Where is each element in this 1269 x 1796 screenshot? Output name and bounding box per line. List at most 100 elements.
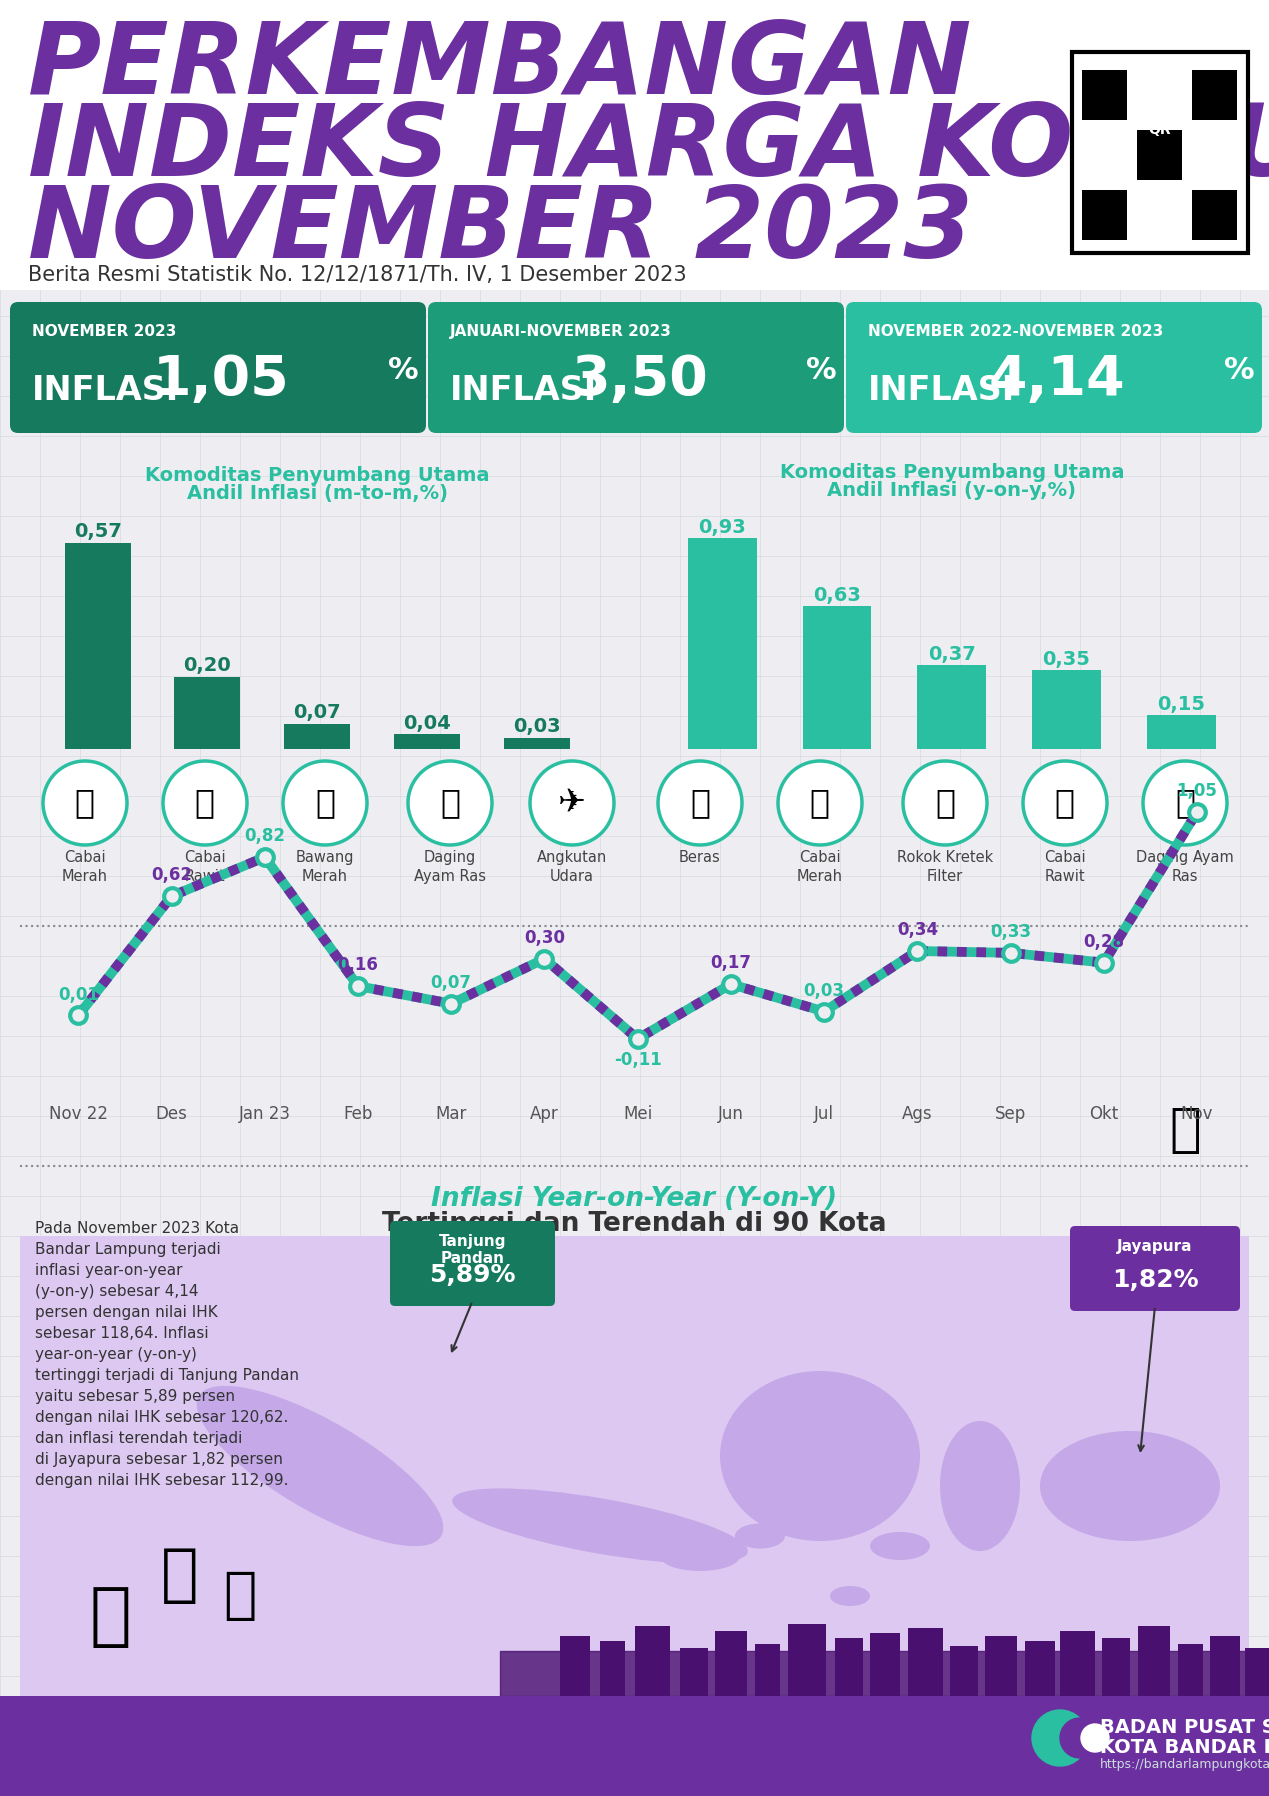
- FancyBboxPatch shape: [755, 1643, 780, 1695]
- Ellipse shape: [660, 1541, 740, 1572]
- FancyBboxPatch shape: [1137, 129, 1181, 180]
- Text: Pada November 2023 Kota
Bandar Lampung terjadi
inflasi year-on-year
(y-on-y) seb: Pada November 2023 Kota Bandar Lampung t…: [36, 1221, 299, 1489]
- FancyBboxPatch shape: [985, 1636, 1016, 1695]
- Text: https://bandarlampungkota.bps.go.id: https://bandarlampungkota.bps.go.id: [1100, 1758, 1269, 1771]
- Text: 0,20: 0,20: [184, 656, 231, 675]
- Circle shape: [409, 762, 492, 844]
- Text: INFLASI: INFLASI: [868, 374, 1015, 408]
- Text: INDEKS HARGA KONSUMEN: INDEKS HARGA KONSUMEN: [28, 101, 1269, 198]
- Text: NOVEMBER 2023: NOVEMBER 2023: [28, 181, 973, 278]
- Ellipse shape: [940, 1421, 1020, 1552]
- Circle shape: [162, 762, 247, 844]
- FancyBboxPatch shape: [871, 1633, 900, 1695]
- Text: 0,30: 0,30: [524, 929, 565, 946]
- FancyBboxPatch shape: [10, 302, 426, 433]
- Text: Cabai
Rawit: Cabai Rawit: [184, 850, 226, 884]
- Text: 1,82%: 1,82%: [1112, 1268, 1198, 1291]
- Text: 📈: 📈: [223, 1570, 256, 1624]
- Text: 🐓: 🐓: [1175, 787, 1195, 819]
- Circle shape: [1023, 762, 1107, 844]
- Text: 0,07: 0,07: [430, 973, 472, 991]
- Text: 0,82: 0,82: [244, 828, 286, 846]
- Text: Berita Resmi Statistik No. 12/12/1871/Th. IV, 1 Desember 2023: Berita Resmi Statistik No. 12/12/1871/Th…: [28, 266, 687, 286]
- Text: 0,16: 0,16: [338, 957, 378, 975]
- Text: Tertinggi dan Terendah di 90 Kota: Tertinggi dan Terendah di 90 Kota: [382, 1211, 886, 1237]
- FancyBboxPatch shape: [1211, 1636, 1240, 1695]
- FancyBboxPatch shape: [0, 1695, 1269, 1796]
- Circle shape: [1060, 1719, 1100, 1758]
- Text: 3,50: 3,50: [571, 354, 708, 408]
- Bar: [1032, 670, 1101, 749]
- Text: %: %: [1225, 356, 1255, 384]
- Text: Angkutan
Udara: Angkutan Udara: [537, 850, 607, 884]
- Ellipse shape: [830, 1586, 871, 1606]
- Text: QR: QR: [1148, 122, 1171, 136]
- Text: NOVEMBER 2022-NOVEMBER 2023: NOVEMBER 2022-NOVEMBER 2023: [868, 323, 1164, 339]
- Text: 0,35: 0,35: [1043, 650, 1090, 668]
- Text: 🪙: 🪙: [89, 1582, 131, 1649]
- Text: Tanjung
Pandan: Tanjung Pandan: [439, 1234, 506, 1266]
- Circle shape: [1081, 1724, 1109, 1753]
- FancyBboxPatch shape: [1192, 190, 1237, 241]
- FancyBboxPatch shape: [714, 1631, 747, 1695]
- Text: KOTA BANDAR LAMPUNG: KOTA BANDAR LAMPUNG: [1100, 1739, 1269, 1756]
- FancyBboxPatch shape: [1178, 1643, 1203, 1695]
- FancyBboxPatch shape: [950, 1645, 978, 1695]
- FancyBboxPatch shape: [428, 302, 844, 433]
- Circle shape: [1143, 762, 1227, 844]
- Text: -0,11: -0,11: [614, 1051, 661, 1069]
- Text: 🧅: 🧅: [315, 787, 335, 819]
- Text: Beras: Beras: [679, 850, 721, 866]
- FancyBboxPatch shape: [1072, 52, 1247, 253]
- FancyBboxPatch shape: [846, 302, 1261, 433]
- Text: Cabai
Merah: Cabai Merah: [62, 850, 108, 884]
- Text: 0,93: 0,93: [698, 519, 746, 537]
- FancyBboxPatch shape: [1025, 1642, 1055, 1695]
- Text: 1,05: 1,05: [154, 354, 289, 408]
- FancyBboxPatch shape: [1101, 1638, 1129, 1695]
- FancyBboxPatch shape: [634, 1625, 670, 1695]
- Ellipse shape: [735, 1523, 786, 1548]
- Text: ✈️: ✈️: [558, 787, 586, 819]
- Circle shape: [778, 762, 862, 844]
- Bar: [284, 724, 350, 749]
- FancyBboxPatch shape: [20, 1236, 1249, 1746]
- FancyBboxPatch shape: [0, 0, 1269, 289]
- Text: Cabai
Rawit: Cabai Rawit: [1044, 850, 1086, 884]
- Bar: [917, 665, 986, 749]
- FancyBboxPatch shape: [390, 1221, 555, 1306]
- Ellipse shape: [871, 1532, 930, 1561]
- Text: JANUARI-NOVEMBER 2023: JANUARI-NOVEMBER 2023: [450, 323, 671, 339]
- Text: Andil Inflasi (y-on-y,%): Andil Inflasi (y-on-y,%): [827, 481, 1076, 499]
- Text: Andil Inflasi (m-to-m,%): Andil Inflasi (m-to-m,%): [187, 483, 448, 503]
- Text: 0,57: 0,57: [74, 523, 122, 541]
- Ellipse shape: [720, 1370, 920, 1541]
- Bar: [395, 735, 461, 749]
- Text: %: %: [806, 356, 836, 384]
- FancyBboxPatch shape: [680, 1649, 708, 1695]
- FancyBboxPatch shape: [1245, 1649, 1269, 1695]
- FancyBboxPatch shape: [909, 1627, 943, 1695]
- FancyBboxPatch shape: [835, 1638, 863, 1695]
- Circle shape: [283, 762, 367, 844]
- Text: Daging Ayam
Ras: Daging Ayam Ras: [1136, 850, 1233, 884]
- FancyBboxPatch shape: [1138, 1625, 1170, 1695]
- Text: 1,05: 1,05: [1176, 783, 1217, 801]
- FancyBboxPatch shape: [1060, 1631, 1095, 1695]
- Text: 0,37: 0,37: [928, 645, 976, 665]
- Bar: [688, 539, 756, 749]
- Text: 0,15: 0,15: [1157, 695, 1206, 713]
- Bar: [504, 738, 570, 749]
- Text: INFLASI: INFLASI: [450, 374, 598, 408]
- Text: 0,33: 0,33: [990, 923, 1032, 941]
- Text: Inflasi Year-on-Year (Y-on-Y): Inflasi Year-on-Year (Y-on-Y): [431, 1185, 838, 1212]
- Text: 🌶️: 🌶️: [1055, 787, 1075, 819]
- Text: 0,17: 0,17: [711, 954, 751, 972]
- Text: INFLASI: INFLASI: [32, 374, 179, 408]
- Text: 🌶️: 🌶️: [810, 787, 830, 819]
- Circle shape: [904, 762, 987, 844]
- Text: 0,01: 0,01: [58, 986, 99, 1004]
- Ellipse shape: [197, 1387, 443, 1546]
- FancyBboxPatch shape: [788, 1624, 826, 1695]
- Text: BADAN PUSAT STATISTIK: BADAN PUSAT STATISTIK: [1100, 1719, 1269, 1737]
